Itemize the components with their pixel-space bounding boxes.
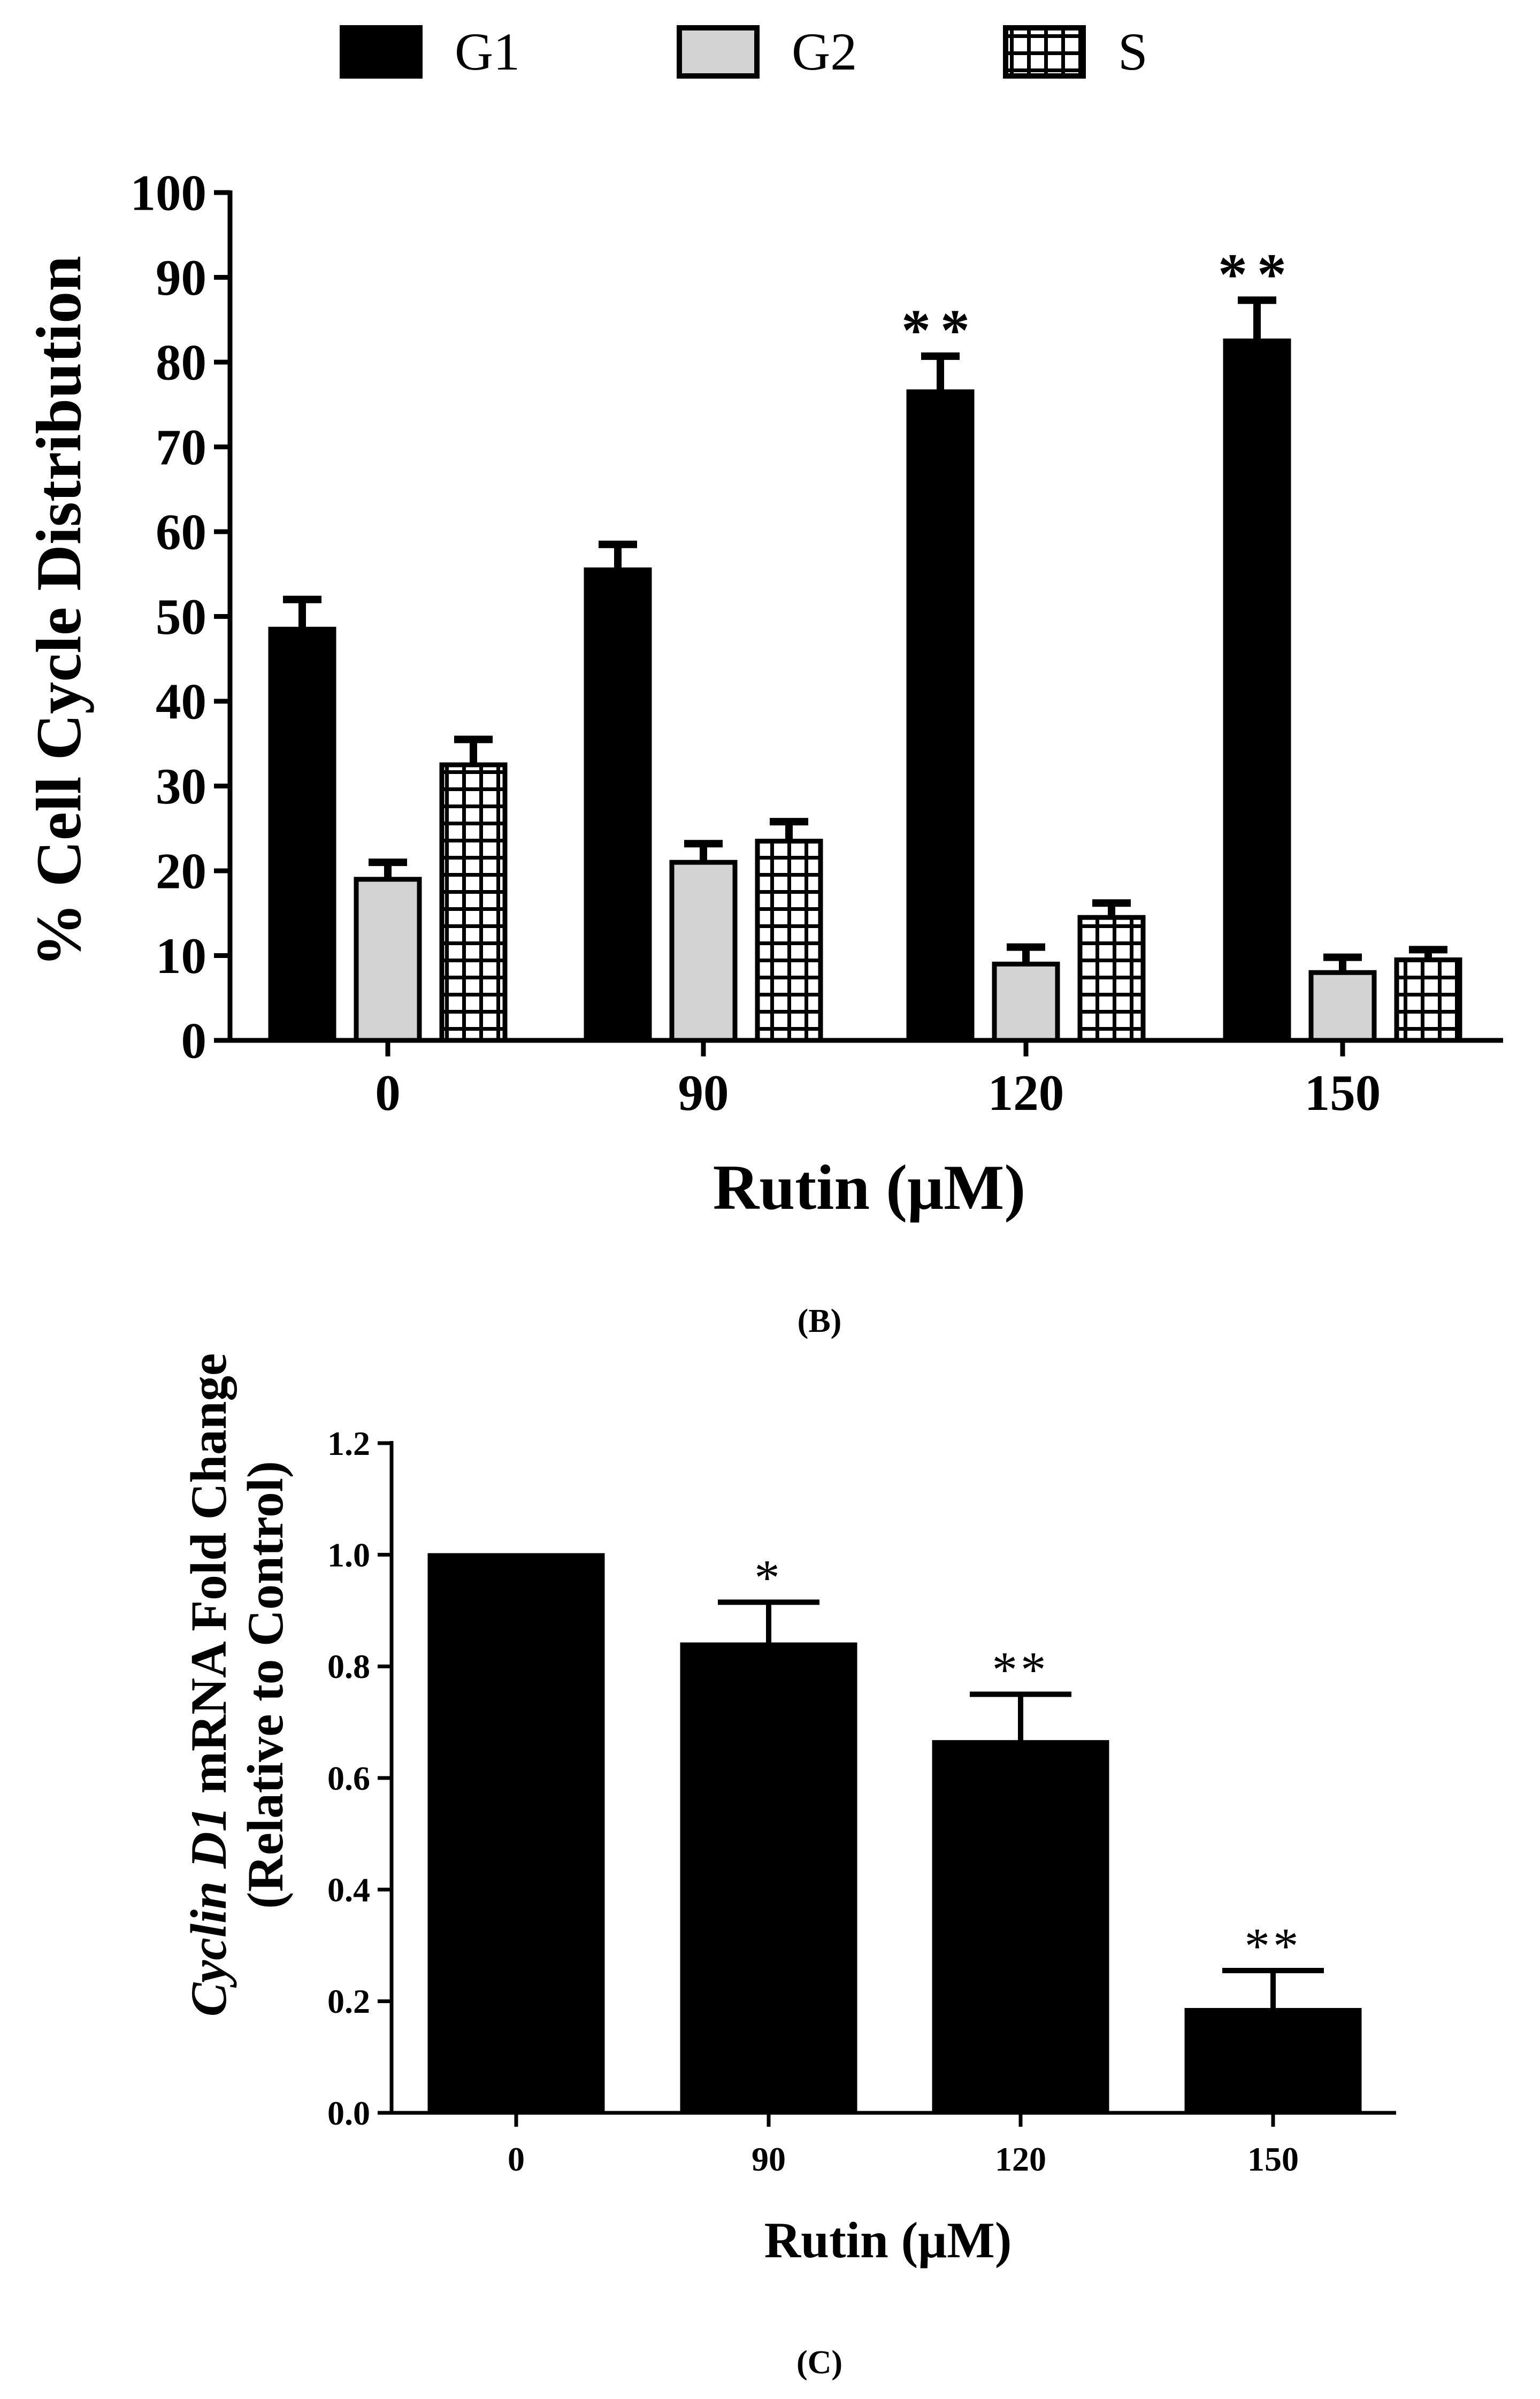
bar-g1: [584, 567, 652, 1043]
panel-label-b: (B): [798, 1303, 842, 1339]
y-tick-label: 0.6: [327, 1759, 370, 1797]
bar-cyclin-d1: [1184, 2007, 1362, 2115]
x-tick-label: 0: [508, 2140, 525, 2178]
legend-item-s: S: [1003, 22, 1148, 81]
chart-b: % Cell Cycle Distribution Rutin (μM) (B)…: [23, 164, 1503, 1339]
y-tick-label: 60: [156, 503, 206, 560]
y-tick-label: 0.2: [327, 1982, 370, 2020]
bar-g1: [1223, 338, 1291, 1043]
y-tick-label: 1.0: [327, 1536, 370, 1574]
chart-c-x-axis-title: Rutin (μM): [764, 2212, 1012, 2268]
y-tick-label: 0.8: [327, 1647, 370, 1685]
legend: G1 G2 S: [340, 22, 1148, 81]
x-tick-label: 120: [988, 1064, 1064, 1121]
bar-g2: [992, 961, 1060, 1043]
y-tick-label: 70: [156, 419, 206, 476]
y-tick-label: 20: [156, 842, 206, 899]
bar-g1: [906, 389, 975, 1043]
bar-cyclin-d1: [680, 1642, 857, 2115]
y-tick-label: 30: [156, 758, 206, 815]
bar-g2: [354, 877, 422, 1043]
bar-s: [1077, 915, 1146, 1043]
x-tick-label: 90: [752, 2140, 786, 2178]
y-tick-label: 10: [156, 928, 206, 984]
significance-marker: *: [754, 1549, 783, 1606]
panel-label-c: (C): [796, 2344, 842, 2381]
legend-label-s: S: [1118, 22, 1148, 81]
significance-marker: **: [1245, 1918, 1302, 1974]
x-tick-label: 90: [678, 1064, 729, 1121]
y-tick-label: 0: [181, 1012, 207, 1069]
bar-s: [755, 839, 823, 1043]
bar-cyclin-d1: [932, 1740, 1109, 2114]
legend-label-g2: G2: [792, 22, 857, 81]
bar-s: [439, 762, 508, 1043]
chart-c: Cyclin D1 mRNA Fold Change (Relative to …: [180, 1353, 1396, 2381]
legend-item-g1: G1: [340, 22, 520, 81]
chart-c-y-axis-title-rest: mRNA Fold Change: [180, 1353, 237, 1806]
legend-item-g2: G2: [677, 22, 857, 81]
x-tick-label: 0: [375, 1064, 401, 1121]
y-tick-label: 50: [156, 588, 206, 645]
significance-marker: **: [1218, 241, 1296, 306]
chart-c-y-axis-title-line1: Cyclin D1 mRNA Fold Change: [180, 1353, 237, 2017]
y-tick-label: 90: [156, 249, 206, 306]
chart-b-x-axis-title: Rutin (μM): [713, 1152, 1026, 1223]
y-tick-label: 1.2: [327, 1424, 370, 1462]
chart-c-y-axis-title-italic: Cyclin D1: [180, 1806, 237, 2017]
y-tick-label: 100: [131, 164, 207, 221]
chart-c-y-axis-title-line2: (Relative to Control): [237, 1461, 294, 1909]
bar-g2: [1308, 970, 1377, 1043]
bar-s: [1394, 957, 1462, 1043]
y-tick-label: 80: [156, 334, 206, 390]
legend-label-g1: G1: [455, 22, 520, 81]
bar-g2: [669, 860, 738, 1043]
x-tick-label: 150: [1305, 1064, 1381, 1121]
y-tick-label: 0.0: [327, 2094, 370, 2132]
bar-cyclin-d1: [427, 1553, 605, 2115]
significance-marker: **: [992, 1642, 1049, 1698]
chart-b-y-axis-title: % Cell Cycle Distribution: [23, 256, 94, 967]
legend-swatch-g1: [340, 25, 423, 79]
x-tick-label: 150: [1247, 2140, 1299, 2178]
x-tick-label: 120: [995, 2140, 1046, 2178]
bar-g1: [268, 626, 336, 1043]
legend-swatch-g2: [677, 25, 760, 79]
y-tick-label: 0.4: [327, 1871, 370, 1909]
significance-marker: **: [901, 297, 979, 363]
legend-swatch-s: [1003, 25, 1086, 79]
y-tick-label: 40: [156, 673, 206, 730]
